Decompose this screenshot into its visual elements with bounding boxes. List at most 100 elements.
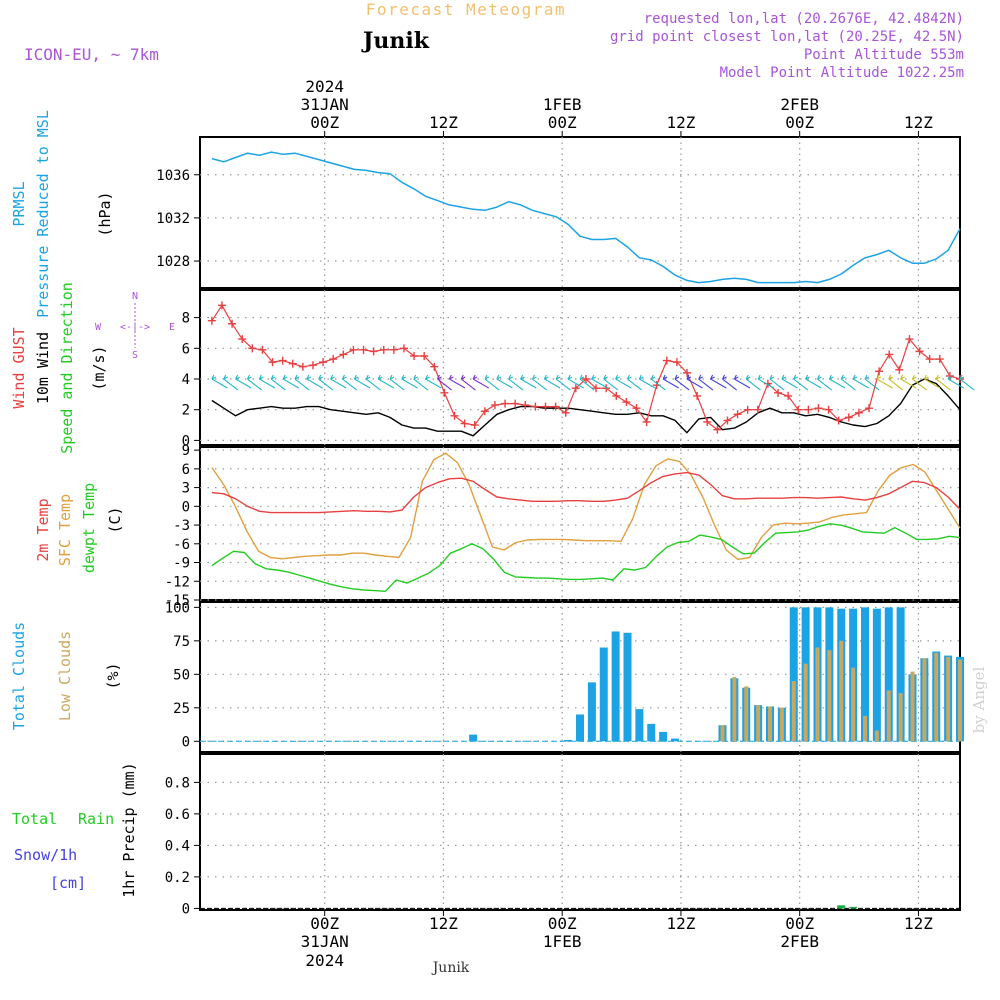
wind-arrow-head	[282, 374, 288, 380]
total-cloud-bar	[872, 608, 881, 742]
gust-marker	[460, 419, 469, 428]
point-altitude: Point Altitude 553m	[804, 47, 964, 63]
ytick-label-wind: 6	[182, 341, 190, 357]
wind-arrow	[247, 378, 263, 391]
wind-arrow-head	[401, 374, 407, 380]
pressure-labels: PRMSL Pressure Reduced to MSL (hPa)	[10, 110, 114, 318]
wind-arrow	[650, 378, 666, 391]
ytick-label-temperature: -12	[165, 574, 190, 590]
compass-e: E	[169, 322, 175, 333]
wind-arrow	[496, 378, 513, 389]
gust-marker	[743, 405, 752, 414]
low-cloud-bar	[756, 705, 761, 742]
pct-unit: (%)	[104, 662, 122, 689]
gust-marker	[440, 388, 449, 397]
wind-arrow-head	[472, 374, 478, 380]
wind-arrow-head	[959, 374, 965, 380]
wind-arrow-head	[508, 374, 513, 380]
ytick-label-clouds: 0	[182, 734, 190, 750]
xtick-label-bottom: 12Z	[429, 914, 458, 933]
wind-arrow	[710, 378, 727, 389]
wind-arrow	[674, 378, 690, 391]
date-label-bottom: 1FEB	[543, 932, 582, 951]
gust-marker	[450, 411, 459, 420]
wind-arrow	[864, 378, 880, 391]
ytick-label-clouds: 50	[173, 667, 190, 683]
panel-frame-precip	[199, 753, 961, 911]
wind-arrow	[591, 378, 608, 389]
gust-marker	[622, 398, 631, 407]
wind-arrow-head	[781, 374, 787, 380]
low-cloud-bar	[946, 656, 951, 742]
wind-arrow	[698, 378, 714, 391]
low-clouds-label: Low Clouds	[56, 631, 74, 721]
wind-arrow-head	[591, 374, 597, 380]
location-title: Junik	[361, 28, 430, 54]
ytick-label-precip: 0.2	[165, 870, 190, 886]
xtick-label-top: 12Z	[666, 113, 695, 132]
gust-marker	[935, 355, 944, 364]
xtick-label-top: 12Z	[429, 113, 458, 132]
total-cloud-bar	[564, 739, 573, 742]
gust-marker	[723, 416, 732, 425]
gust-marker	[490, 401, 499, 410]
ms-unit: (m/s)	[90, 345, 108, 390]
date-label-bottom: 2FEB	[780, 932, 819, 951]
wind-arrow	[282, 378, 299, 389]
wind-arrow-head	[306, 374, 312, 380]
gust-marker	[632, 404, 641, 413]
gust-marker	[288, 359, 297, 368]
wind-arrow-head	[520, 374, 525, 380]
ytick-label-precip: 0	[182, 901, 190, 917]
wind-arrow	[306, 378, 323, 389]
wind-arrow-head	[579, 374, 585, 380]
t2m-label: 2m Temp	[34, 498, 52, 561]
gust-marker	[733, 410, 742, 419]
wind-arrow	[294, 378, 310, 391]
wind-labels: Wind GUST 10m Wind Speed and Direction (…	[10, 282, 175, 454]
speed-direction-label: Speed and Direction	[58, 282, 76, 454]
wind-arrow	[627, 378, 643, 391]
ytick-label-temperature: -6	[173, 537, 190, 553]
wind-arrow	[924, 378, 941, 389]
gust-marker	[814, 404, 823, 413]
gust-marker	[713, 425, 722, 434]
wind-arrow-head	[615, 374, 620, 380]
gust-marker	[238, 335, 247, 344]
wind-arrow-head	[745, 374, 751, 380]
gust-marker	[915, 347, 924, 356]
wind-arrow	[734, 378, 751, 389]
low-cloud-bar	[779, 707, 784, 742]
gust-marker	[399, 344, 408, 353]
prmsl-label: PRMSL	[10, 181, 28, 226]
model-altitude: Model Point Altitude 1022.25m	[720, 65, 964, 81]
wind-arrow-head	[793, 374, 798, 380]
hpa-unit: (hPa)	[96, 191, 114, 236]
wind-arrow-head	[650, 374, 656, 380]
total-cloud-bar	[469, 734, 478, 742]
cloud-labels: Total Clouds Low Clouds (%)	[10, 622, 122, 730]
dewpt-label: dewpt Temp	[80, 483, 98, 573]
wind-arrow-head	[852, 374, 858, 380]
wind-arrow-head	[543, 374, 549, 380]
gust-marker	[379, 345, 388, 354]
ytick-label-precip: 0.8	[165, 775, 190, 791]
wind-arrow	[484, 378, 500, 391]
wind-10m-label: 10m Wind	[34, 332, 52, 404]
xtick-label-top: 12Z	[904, 113, 933, 132]
wind-arrow	[508, 378, 524, 391]
ytick-label-temperature: -15	[165, 593, 190, 609]
total-cloud-bar	[587, 682, 596, 742]
wind-arrow	[805, 378, 822, 389]
xtick-label-bottom: 12Z	[904, 914, 933, 933]
xtick-label-top: 00Z	[310, 113, 339, 132]
pressure-msl-label: Pressure Reduced to MSL	[34, 110, 52, 318]
gust-marker	[258, 345, 267, 354]
wind-arrow	[437, 378, 453, 391]
wind-arrow	[377, 378, 394, 389]
wind-arrow-head	[603, 374, 608, 380]
ytick-label-wind: 4	[182, 372, 190, 388]
low-cloud-bar	[910, 671, 915, 742]
wind-arrow	[425, 378, 442, 389]
gust-marker	[642, 417, 651, 426]
